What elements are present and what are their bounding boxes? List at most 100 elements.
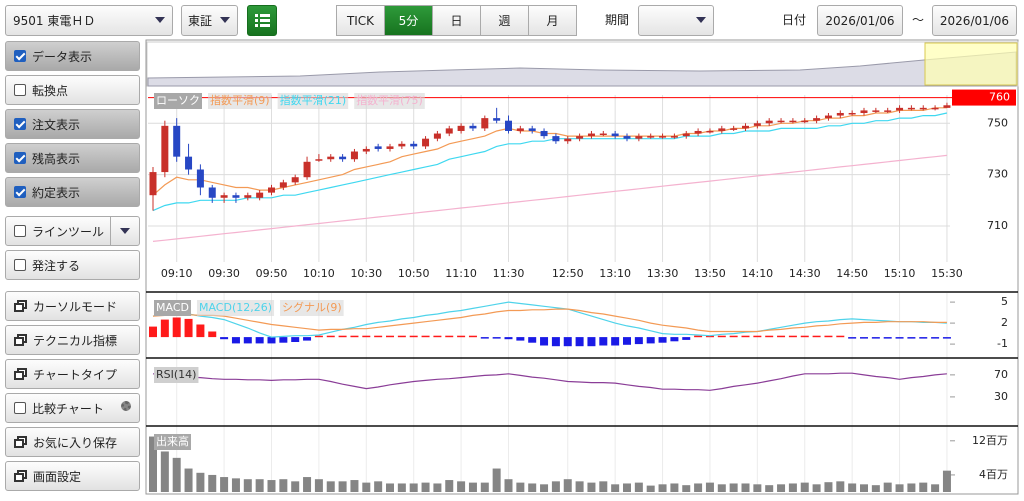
sidebar-button[interactable]: 比較チャート xyxy=(5,393,140,423)
volume-bar xyxy=(705,482,714,492)
sidebar-button[interactable]: ラインツール xyxy=(5,216,140,246)
ema-line xyxy=(152,112,948,212)
legend-label: 指数平滑(9) xyxy=(210,93,270,107)
macd-histogram-bar xyxy=(883,337,892,339)
volume-bar xyxy=(765,485,774,492)
y-tick-label: 12百万 xyxy=(972,434,1008,447)
list-button[interactable] xyxy=(247,5,277,36)
macd-histogram-bar xyxy=(468,335,477,338)
interval-label: TICK xyxy=(346,13,375,28)
volume-bar xyxy=(149,436,157,492)
y-tick-label: 730 xyxy=(987,168,1008,181)
sidebar-button[interactable]: チャートタイプ xyxy=(5,359,140,389)
macd-histogram-bar xyxy=(551,337,560,347)
dropdown-button[interactable] xyxy=(110,217,139,245)
window-icon xyxy=(14,300,27,312)
sidebar-button[interactable]: 転換点 xyxy=(5,75,140,105)
volume-bar xyxy=(362,482,371,492)
interval-tab[interactable]: 5分 xyxy=(384,5,433,36)
volume-bar xyxy=(777,484,786,492)
volume-bar xyxy=(243,479,252,492)
volume-bar xyxy=(812,484,821,492)
interval-tab[interactable]: TICK xyxy=(336,5,385,36)
volume-bar xyxy=(480,482,489,492)
candle-body xyxy=(848,112,856,115)
button-label: 発注する xyxy=(32,258,81,273)
candle-body xyxy=(765,120,773,124)
legend-background xyxy=(280,300,344,316)
button-label: 残高表示 xyxy=(32,151,81,166)
sidebar-button[interactable]: 残高表示 xyxy=(5,143,140,173)
volume-bar xyxy=(279,479,288,492)
volume-bar xyxy=(160,451,169,492)
interval-tab[interactable]: 月 xyxy=(528,5,577,36)
candle-body xyxy=(457,125,465,131)
window-icon xyxy=(14,334,27,346)
sidebar-button[interactable]: データ表示 xyxy=(5,41,140,71)
checkbox xyxy=(14,186,26,198)
volume-bar xyxy=(634,482,643,492)
button-label: 比較チャート xyxy=(32,401,104,416)
volume-bar xyxy=(860,484,868,492)
macd-histogram-bar xyxy=(563,337,572,347)
dropdown-arrow xyxy=(220,17,230,23)
x-tick-label: 14:10 xyxy=(741,267,773,280)
volume-bar xyxy=(741,483,750,492)
checkbox xyxy=(14,152,26,164)
macd-histogram-bar xyxy=(670,337,679,342)
macd-histogram-bar xyxy=(409,335,418,338)
candle-body xyxy=(410,143,418,147)
macd-histogram-bar xyxy=(220,337,229,340)
x-tick-label: 13:50 xyxy=(694,267,726,280)
sidebar-button[interactable]: 発注する xyxy=(5,250,140,280)
date-to[interactable]: 2026/01/06 xyxy=(932,5,1017,36)
sidebar-button[interactable]: お気に入り保存 xyxy=(5,427,140,457)
x-tick-label: 10:50 xyxy=(398,267,430,280)
sidebar-button[interactable]: テクニカル指標 xyxy=(5,325,140,355)
sidebar-button[interactable]: 注文表示 xyxy=(5,109,140,139)
macd-histogram-bar xyxy=(480,337,489,339)
interval-tab[interactable]: 週 xyxy=(480,5,529,36)
macd-histogram-bar xyxy=(717,335,726,338)
candle-body xyxy=(872,110,880,112)
candle-body xyxy=(659,136,667,138)
candle-body xyxy=(824,115,832,119)
macd-histogram-bar xyxy=(350,335,359,338)
macd-histogram-bar xyxy=(374,335,383,338)
date-from[interactable]: 2026/01/06 xyxy=(817,5,903,36)
volume-bar xyxy=(658,484,667,492)
candle-body xyxy=(327,156,335,160)
ema-line xyxy=(152,154,947,242)
y-tick-label: 2 xyxy=(1001,316,1008,329)
symbol-select[interactable]: 9501 東電ＨＤ xyxy=(5,5,173,36)
macd-histogram-bar xyxy=(777,335,786,338)
macd-line xyxy=(152,308,947,333)
macd-histogram-bar xyxy=(279,337,288,343)
candle-body xyxy=(185,156,193,170)
checkbox xyxy=(14,50,26,62)
button-label: お気に入り保存 xyxy=(33,435,118,450)
period-select[interactable] xyxy=(638,5,714,36)
volume-bar xyxy=(907,483,916,492)
sidebar-button[interactable]: 約定表示 xyxy=(5,177,140,207)
candle-body xyxy=(706,130,714,133)
date-label: 日付 xyxy=(782,13,807,27)
x-tick-label: 09:50 xyxy=(256,267,288,280)
macd-histogram-bar xyxy=(314,335,323,338)
volume-bar xyxy=(386,483,394,492)
x-tick-label: 09:30 xyxy=(208,267,240,280)
interval-label: 日 xyxy=(450,14,463,28)
button-label: チャートタイプ xyxy=(33,367,117,382)
candle-body xyxy=(350,151,358,160)
sidebar-button[interactable]: 画面設定 xyxy=(5,461,140,491)
legend-background xyxy=(154,434,191,450)
volume-bar xyxy=(291,481,300,492)
market-select[interactable]: 東証 xyxy=(181,5,238,36)
macd-histogram-bar xyxy=(575,337,584,347)
candle-body xyxy=(339,156,347,160)
navigator-window[interactable] xyxy=(924,42,1018,86)
gear-icon[interactable] xyxy=(121,401,131,411)
interval-tab[interactable]: 日 xyxy=(432,5,481,36)
sidebar-button[interactable]: カーソルモード xyxy=(5,291,140,321)
